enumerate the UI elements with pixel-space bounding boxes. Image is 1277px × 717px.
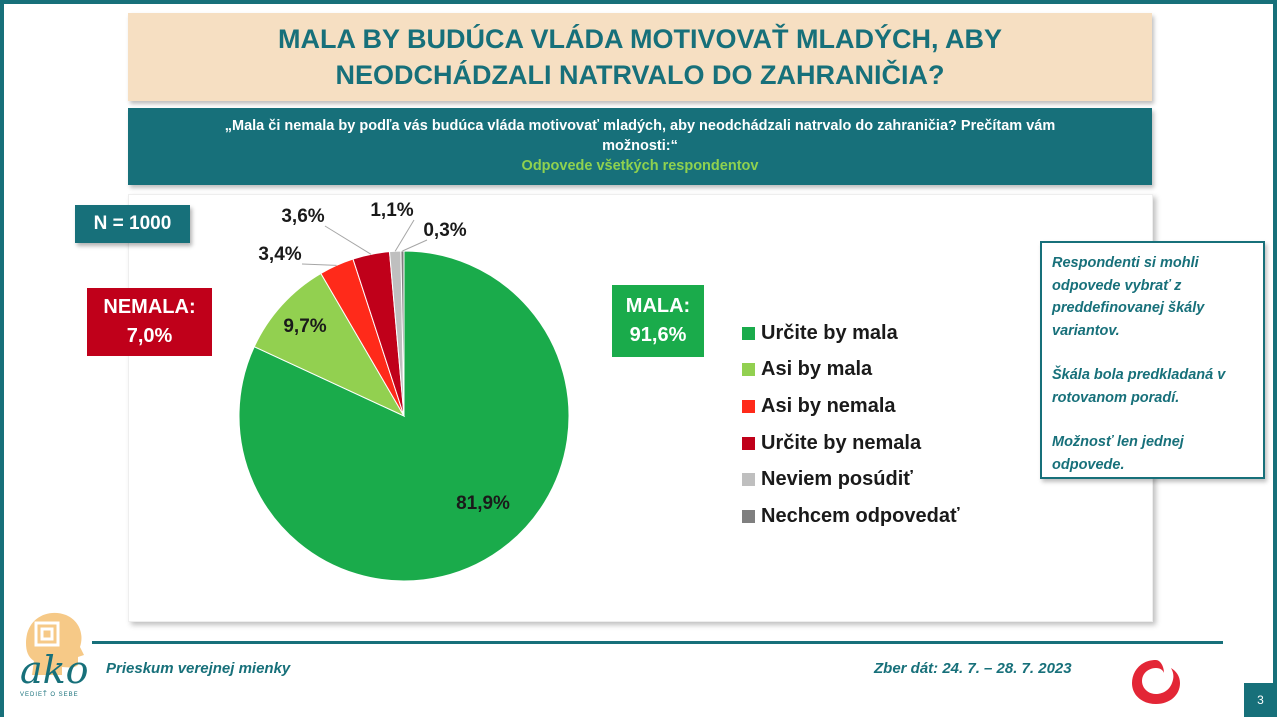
nemala-summary: NEMALA: 7,0%	[87, 288, 212, 356]
data-label-5: 1,1%	[370, 200, 413, 221]
sample-size-badge: N = 1000	[75, 205, 190, 243]
data-label-2: 9,7%	[283, 316, 326, 337]
legend-item-3: Asi by nemala	[742, 388, 960, 425]
data-label-4: 3,6%	[281, 206, 324, 227]
page-number: 3	[1244, 683, 1277, 717]
leader-line-4	[324, 225, 372, 255]
legend-item-1: Určite by mala	[742, 315, 960, 352]
pie-slice-2	[253, 272, 406, 418]
legend-swatch	[742, 473, 755, 487]
mala-value: 91,6%	[629, 324, 687, 346]
ako-logo-icon	[26, 612, 84, 675]
note-paragraph-2: Škála bola predkladaná v rotovanom porad…	[1052, 367, 1226, 406]
slide-title: MALA BY BUDÚCA VLÁDA MOTIVOVAŤ MLADÝCH, …	[128, 13, 1152, 101]
data-label-3: 3,4%	[258, 244, 301, 265]
legend-swatch	[742, 399, 755, 413]
legend-label: Určite by nemala	[761, 431, 922, 454]
leader-line-6	[402, 239, 428, 252]
data-label-6: 0,3%	[423, 220, 466, 241]
chart-area	[128, 194, 1153, 622]
legend-label: Neviem posúdiť	[761, 468, 913, 491]
footer-collection-date: Zber dát: 24. 7. – 28. 7. 2023	[874, 660, 1072, 677]
nemala-value: 7,0%	[126, 325, 173, 347]
mala-summary: MALA: 91,6%	[612, 285, 704, 357]
question-subtitle: Odpovede všetkých respondentov	[521, 158, 759, 174]
leader-line-3	[301, 263, 337, 266]
partner-logo-icon	[1132, 660, 1180, 704]
note-paragraph-1: Respondenti si mohli odpovede vybrať z p…	[1052, 255, 1205, 339]
legend-swatch	[742, 436, 755, 450]
legend-label: Nechcem odpovedať	[761, 504, 960, 527]
data-label-1: 81,9%	[456, 493, 510, 514]
footer-divider	[92, 641, 1223, 644]
mala-label: MALA:	[625, 295, 691, 317]
methodology-note: Respondenti si mohli odpovede vybrať z p…	[1040, 241, 1265, 479]
legend-item-5: Neviem posúdiť	[742, 461, 960, 498]
leader-line-5	[394, 219, 415, 252]
legend-item-4: Určite by nemala	[742, 425, 960, 462]
note-paragraph-3: Možnosť len jednej odpovede.	[1052, 434, 1184, 473]
legend-item-6: Nechcem odpovedať	[742, 498, 960, 535]
legend-label: Určite by mala	[761, 321, 898, 344]
chart-legend: Určite by mala Asi by mala Asi by nemala Ur…	[742, 315, 960, 535]
legend-swatch	[742, 363, 755, 377]
legend-swatch	[742, 509, 755, 523]
logo-subtitle: VEDIEŤ O SEBE	[20, 692, 79, 698]
legend-swatch	[742, 326, 755, 340]
logo-text: ako	[20, 648, 89, 692]
nemala-label: NEMALA:	[103, 296, 196, 318]
question-box: „Mala či nemala by podľa vás budúca vlád…	[128, 108, 1152, 185]
legend-item-2: Asi by mala	[742, 352, 960, 389]
legend-label: Asi by nemala	[761, 394, 896, 417]
footer-survey-label: Prieskum verejnej mienky	[106, 660, 291, 677]
legend-label: Asi by mala	[761, 358, 873, 381]
question-text: „Mala či nemala by podľa vás budúca vlád…	[224, 118, 1056, 154]
